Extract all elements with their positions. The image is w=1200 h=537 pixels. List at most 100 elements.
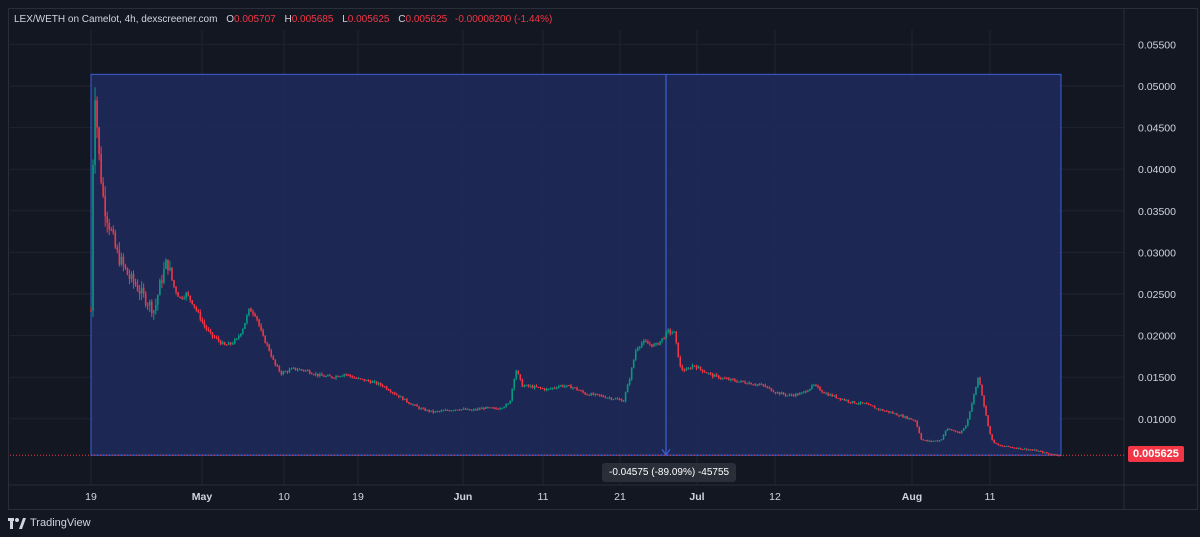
candle-body <box>851 401 854 403</box>
candle-body <box>203 321 206 327</box>
candle-body <box>124 264 127 269</box>
candle-body <box>373 381 376 383</box>
candle-body <box>665 331 667 339</box>
candle-body <box>813 384 815 386</box>
candle-body <box>130 273 133 279</box>
candle-body <box>108 222 111 230</box>
candle-body <box>590 393 592 396</box>
candle-body <box>436 411 439 413</box>
candle-body <box>420 408 422 410</box>
candle-body <box>266 343 268 345</box>
candle-body <box>458 409 461 411</box>
candle-body <box>268 344 271 351</box>
candle-body <box>280 371 283 375</box>
candle-body <box>999 445 1002 447</box>
candle-body <box>754 384 757 386</box>
tradingview-logo[interactable]: TradingView <box>8 517 91 529</box>
candle-body <box>1013 447 1016 449</box>
candle-body <box>794 393 797 397</box>
candle-body <box>385 386 388 390</box>
candle-body <box>505 404 507 407</box>
candle-body <box>1015 447 1018 449</box>
candle-body <box>349 374 352 377</box>
candle-body <box>96 100 98 128</box>
low-label: L <box>342 14 348 25</box>
candle-body <box>511 388 514 401</box>
candle-body <box>786 395 789 397</box>
candle-body <box>934 440 937 442</box>
candle-body <box>114 232 117 248</box>
candle-body <box>890 412 892 414</box>
candle-body <box>669 329 671 334</box>
candle-body <box>782 392 785 395</box>
candle-body <box>651 344 653 347</box>
candle-body <box>930 440 933 442</box>
candle-body <box>643 340 645 344</box>
candle-body <box>404 398 406 401</box>
candle-body <box>995 442 997 444</box>
candle-body <box>612 399 615 401</box>
candle-body <box>944 430 947 436</box>
candle-body <box>146 304 149 306</box>
candle-body <box>223 342 226 345</box>
candle-body <box>513 378 516 389</box>
candle-body <box>104 196 106 217</box>
candle-body <box>679 357 682 367</box>
candle-body <box>90 310 92 312</box>
candle-body <box>960 430 963 434</box>
candle-body <box>859 402 862 404</box>
candle-body <box>501 407 503 409</box>
candle-body <box>932 440 935 442</box>
candle-body <box>600 395 603 397</box>
candle-body <box>270 350 273 357</box>
candle-body <box>661 338 663 342</box>
candle-body <box>310 373 313 375</box>
candle-body <box>653 344 655 347</box>
candle-body <box>527 384 530 387</box>
candle-body <box>1041 451 1044 453</box>
chart-legend: LEX/WETH on Camelot, 4h, dexscreener.com… <box>14 14 552 25</box>
candle-body <box>547 388 550 390</box>
candle-body <box>618 398 621 400</box>
candle-body <box>841 399 844 401</box>
candle-body <box>1001 445 1004 447</box>
candle-body <box>965 425 967 429</box>
measure-range-box[interactable] <box>90 73 1062 456</box>
candle-body <box>728 378 730 380</box>
candle-body <box>950 429 953 431</box>
candle-body <box>977 377 979 388</box>
candle-body <box>628 379 631 385</box>
candle-body <box>861 402 864 404</box>
candle-body <box>811 385 813 389</box>
candle-body <box>608 397 611 399</box>
candle-body <box>928 440 931 442</box>
candle-body <box>197 310 200 313</box>
candle-body <box>292 367 295 369</box>
candle-body <box>444 409 447 411</box>
candle-body <box>432 410 435 413</box>
candle-body <box>367 379 370 382</box>
candle-body <box>383 386 386 388</box>
candle-body <box>707 373 710 375</box>
candle-body <box>756 384 759 386</box>
tradingview-icon <box>8 517 26 529</box>
candle-body <box>343 374 345 376</box>
candle-body <box>770 388 773 392</box>
candle-body <box>940 439 943 441</box>
candle-body <box>1011 447 1014 449</box>
candle-body <box>331 376 333 378</box>
candle-body <box>750 382 752 385</box>
candle-body <box>825 393 827 395</box>
candle-body <box>849 402 852 404</box>
candle-body <box>922 439 925 441</box>
candle-body <box>703 371 706 373</box>
candle-body <box>319 374 321 377</box>
candle-body <box>479 408 481 410</box>
candle-body <box>371 381 374 383</box>
candle-body <box>979 377 981 385</box>
candle-body <box>800 392 803 394</box>
candle-body <box>796 393 799 395</box>
candle-body <box>472 409 475 411</box>
candle-body <box>296 369 299 371</box>
